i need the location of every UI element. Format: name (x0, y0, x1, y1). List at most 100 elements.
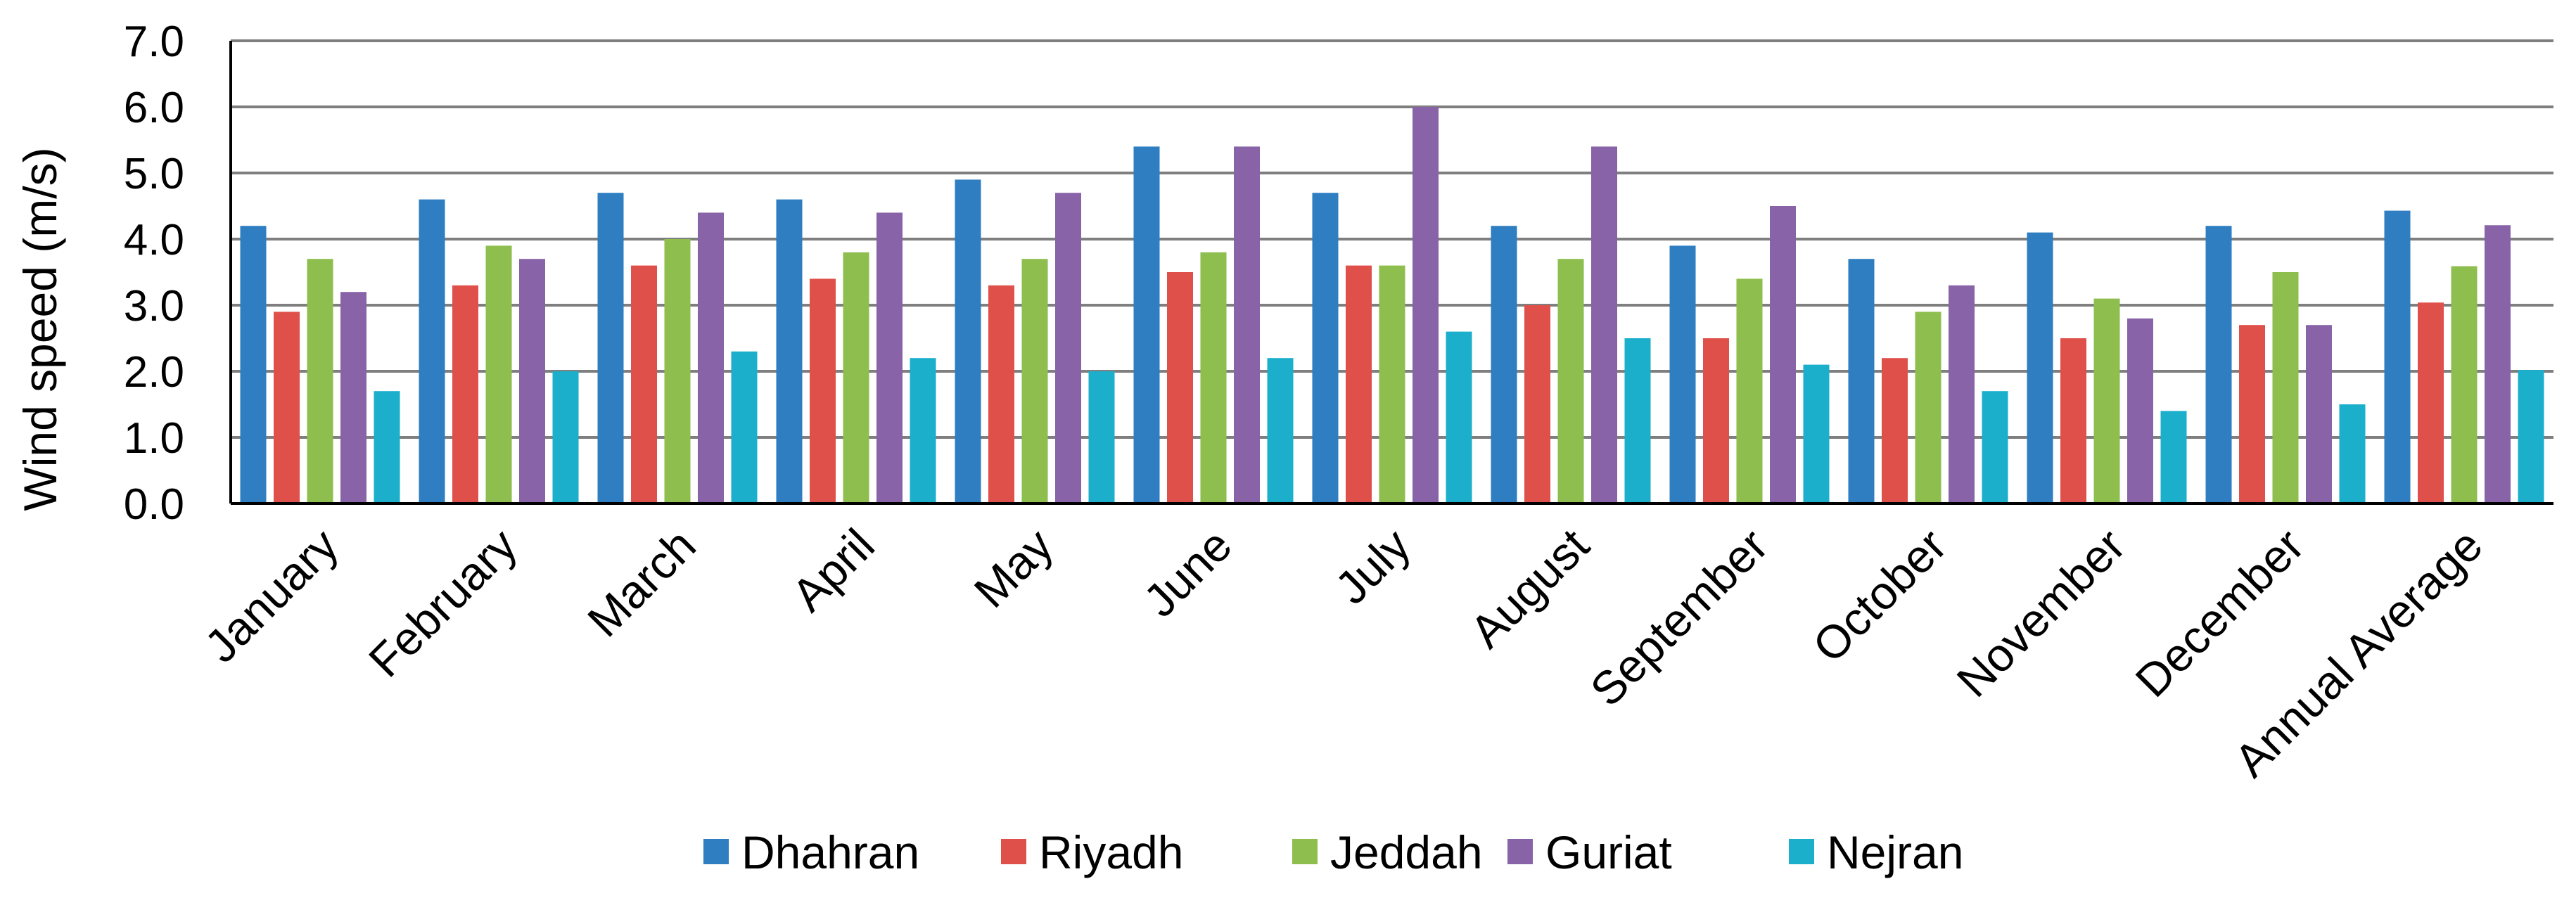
x-tick-label: December (2125, 519, 2314, 707)
bar-guriat-april (876, 212, 903, 503)
y-tick-label: 0.0 (124, 480, 184, 529)
bar-jeddah-september (1736, 278, 1763, 503)
bar-dhahran-march (597, 193, 624, 503)
y-tick-labels: 0.0 1.0 2.0 3.0 4.0 5.0 6.0 7.0 (124, 18, 184, 529)
bar-riyadh-december (2239, 325, 2265, 503)
bar-jeddah-may (1021, 259, 1048, 503)
bar-guriat-september (1770, 206, 1796, 503)
y-tick-label: 4.0 (124, 216, 184, 264)
x-tick-label: July (1325, 519, 1420, 614)
bar-guriat-october (1949, 285, 1975, 503)
bar-dhahran-october (1848, 259, 1875, 503)
bar-riyadh-october (1882, 358, 1908, 503)
bar-jeddah-march (664, 239, 691, 503)
bar-dhahran-september (1669, 245, 1696, 503)
bar-guriat-annual-average (2485, 225, 2511, 503)
y-tick-label: 6.0 (124, 84, 184, 132)
legend-swatch-dhahran (703, 839, 729, 864)
bar-nejran-april (910, 358, 936, 503)
y-tick-label: 3.0 (124, 282, 184, 331)
bar-jeddah-april (843, 252, 869, 503)
bar-riyadh-annual-average (2418, 302, 2444, 503)
bar-riyadh-august (1524, 305, 1550, 503)
y-tick-label: 5.0 (124, 150, 184, 198)
bar-nejran-november (2160, 411, 2187, 503)
bar-riyadh-november (2060, 338, 2086, 503)
x-tick-label: January (195, 519, 348, 672)
bar-guriat-february (519, 259, 545, 503)
bar-dhahran-june (1133, 146, 1160, 503)
bar-jeddah-june (1200, 252, 1227, 503)
legend-swatch-jeddah (1292, 839, 1318, 864)
x-tick-label: September (1580, 519, 1778, 717)
bar-jeddah-annual-average (2451, 266, 2478, 503)
bar-guriat-july (1413, 107, 1439, 503)
bar-nejran-june (1267, 358, 1294, 503)
legend-swatch-nejran (1789, 839, 1814, 864)
bar-dhahran-august (1491, 226, 1517, 503)
bar-nejran-september (1803, 364, 1830, 503)
bar-nejran-august (1624, 338, 1651, 503)
bar-dhahran-february (419, 199, 445, 503)
bar-nejran-march (731, 351, 758, 503)
legend: Dhahran Riyadh Jeddah Guriat Nejran (703, 826, 1963, 878)
bar-guriat-june (1234, 146, 1260, 503)
bar-dhahran-annual-average (2384, 210, 2411, 503)
bar-riyadh-july (1346, 265, 1372, 503)
x-tick-labels: January February March April May June July Augu… (195, 519, 2492, 787)
x-tick-label: October (1803, 519, 1956, 672)
x-tick-label: April (782, 519, 884, 622)
bar-dhahran-april (776, 199, 803, 503)
bar-dhahran-november (2027, 232, 2053, 503)
x-tick-label: June (1133, 519, 1242, 627)
bar-jeddah-february (485, 245, 512, 503)
bar-nejran-february (552, 371, 579, 503)
bar-guriat-january (340, 292, 366, 503)
legend-label-nejran: Nejran (1827, 826, 1963, 878)
legend-label-dhahran: Dhahran (741, 826, 919, 878)
bar-jeddah-january (307, 259, 333, 503)
y-tick-label: 2.0 (124, 348, 184, 397)
legend-label-jeddah: Jeddah (1330, 826, 1483, 878)
bar-nejran-may (1088, 371, 1115, 503)
bar-guriat-november (2127, 318, 2153, 503)
bar-riyadh-june (1167, 272, 1193, 503)
legend-label-guriat: Guriat (1545, 826, 1672, 878)
bar-jeddah-july (1379, 265, 1405, 503)
bar-jeddah-december (2272, 272, 2299, 503)
bar-jeddah-august (1557, 259, 1584, 503)
bar-riyadh-may (988, 285, 1014, 503)
bar-riyadh-september (1703, 338, 1729, 503)
x-tick-label: March (578, 519, 706, 647)
bar-nejran-december (2339, 404, 2366, 503)
y-tick-label: 7.0 (124, 18, 184, 66)
bar-dhahran-january (240, 226, 267, 503)
bar-nejran-annual-average (2518, 370, 2544, 503)
bar-riyadh-january (274, 312, 300, 503)
axes (229, 41, 2553, 505)
bar-riyadh-april (810, 278, 836, 503)
bar-riyadh-february (452, 285, 478, 503)
bars (240, 107, 2544, 503)
bar-dhahran-may (955, 179, 981, 503)
legend-swatch-riyadh (1001, 839, 1026, 864)
bar-jeddah-november (2093, 298, 2120, 503)
bar-nejran-july (1446, 331, 1472, 503)
y-tick-label: 1.0 (124, 414, 184, 463)
legend-swatch-guriat (1507, 839, 1533, 864)
x-tick-label: November (1946, 519, 2135, 707)
bar-nejran-january (374, 391, 400, 503)
bar-guriat-march (698, 212, 724, 503)
bar-nejran-october (1982, 391, 2008, 503)
bar-jeddah-october (1915, 312, 1941, 503)
bar-guriat-august (1591, 146, 1617, 503)
legend-label-riyadh: Riyadh (1039, 826, 1183, 878)
bar-guriat-december (2306, 325, 2332, 503)
y-axis-title: Wind speed (m/s) (14, 147, 66, 511)
bar-riyadh-march (631, 265, 657, 503)
bar-dhahran-december (2205, 226, 2232, 503)
x-tick-label: February (359, 519, 527, 687)
bar-guriat-may (1055, 193, 1081, 503)
x-tick-label: May (964, 519, 1062, 617)
